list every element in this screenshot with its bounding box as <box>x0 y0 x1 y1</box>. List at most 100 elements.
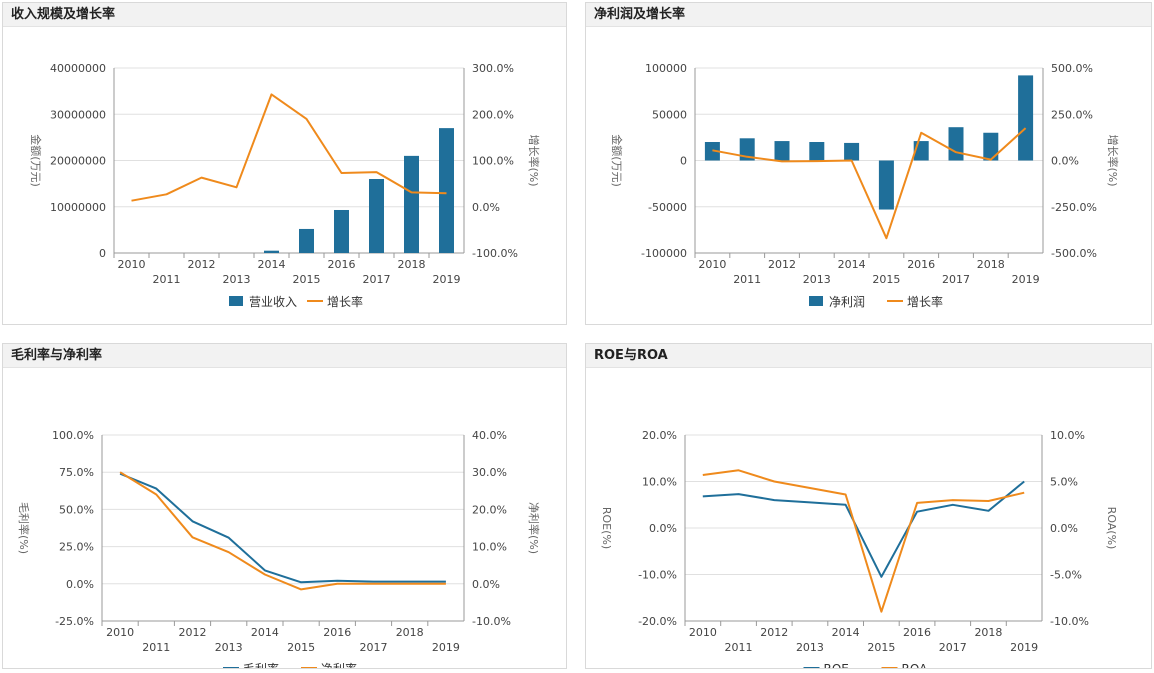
left-tick-label: 75.0% <box>59 466 94 479</box>
x-tick-label: 2012 <box>768 258 796 271</box>
left-tick-label: 50000 <box>652 108 687 121</box>
series-line <box>119 472 446 584</box>
x-tick-label: 2017 <box>360 641 388 654</box>
x-tick-label: 2011 <box>153 273 181 286</box>
x-tick-label: 2015 <box>867 641 895 654</box>
right-tick-label: -10.0% <box>472 615 511 628</box>
revenue-chart: 40000000 300.0% 30000000 200.0% 20000000 100.… <box>29 62 541 309</box>
x-tick-label: 2013 <box>803 273 831 286</box>
bar <box>404 155 419 253</box>
right-tick-label: 250.0% <box>1051 108 1093 121</box>
right-axis-title: 净利率(%) <box>527 502 541 554</box>
x-tick-label: 2011 <box>725 641 753 654</box>
left-tick-label: -25.0% <box>55 615 94 628</box>
x-tick-label: 2014 <box>251 626 279 639</box>
left-tick-label: 0 <box>680 155 687 168</box>
right-tick-label: 0.0% <box>472 578 500 591</box>
x-tick-label: 2017 <box>939 641 967 654</box>
x-tick-label: 2018 <box>977 258 1005 271</box>
bar <box>844 142 860 161</box>
right-tick-label: 0.0% <box>1050 522 1078 535</box>
bar <box>739 138 755 161</box>
right-tick-label: 200.0% <box>472 108 514 121</box>
x-tick-label: 2019 <box>1010 641 1038 654</box>
x-tick-label: 2019 <box>432 641 460 654</box>
x-tick-label: 2018 <box>396 626 424 639</box>
left-tick-label: 25.0% <box>59 541 94 554</box>
right-tick-label: -5.0% <box>1050 569 1082 582</box>
series-line <box>131 93 447 202</box>
x-tick-label: 2010 <box>689 626 717 639</box>
x-tick-label: 2014 <box>832 626 860 639</box>
legend-swatch <box>229 296 243 306</box>
left-tick-label: 20000000 <box>50 155 106 168</box>
x-tick-label: 2016 <box>328 258 356 271</box>
bar <box>299 228 314 253</box>
right-tick-label: 10.0% <box>472 541 507 554</box>
right-tick-label: -100.0% <box>472 247 518 260</box>
right-tick-label: 40.0% <box>472 429 507 442</box>
left-tick-label: 50.0% <box>59 503 94 516</box>
right-tick-label: 500.0% <box>1051 62 1093 75</box>
x-tick-label: 2015 <box>293 273 321 286</box>
revenue-panel: 收入规模及增长率 40000000 300.0% 30000000 200.0% 200… <box>2 2 567 325</box>
bar <box>983 132 999 161</box>
right-tick-label: 20.0% <box>472 503 507 516</box>
margin-chart: 100.0% 40.0% 75.0% 30.0% 50.0% 20.0% 25.0% 10.0… <box>17 429 541 673</box>
left-tick-label: 0.0% <box>649 522 677 535</box>
revenue-panel-title: 收入规模及增长率 <box>3 3 566 27</box>
right-tick-label: 10.0% <box>1050 429 1085 442</box>
left-tick-label: -100000 <box>641 247 687 260</box>
right-tick-label: 30.0% <box>472 466 507 479</box>
x-tick-label: 2016 <box>323 626 351 639</box>
series-line <box>712 127 1027 240</box>
x-tick-label: 2018 <box>398 258 426 271</box>
right-axis-title: 增长率(%) <box>1106 134 1120 186</box>
roe-chart: 20.0% 10.0% 10.0% 5.0% 0.0% 0.0% -10.0% -5.0% -2… <box>600 429 1118 673</box>
legend-label: 毛利率 <box>243 661 279 668</box>
profit-chart: 100000 500.0% 50000 250.0% 0 0.0% -50000 -250.0… <box>610 62 1120 309</box>
x-tick-label: 2011 <box>142 641 170 654</box>
left-tick-label: -10.0% <box>638 569 677 582</box>
legend-label: ROE <box>824 662 849 668</box>
x-tick-label: 2016 <box>903 626 931 639</box>
legend-label: 增长率 <box>327 294 363 309</box>
legend-label: 净利润 <box>829 295 865 309</box>
right-tick-label: -10.0% <box>1050 615 1089 628</box>
x-tick-label: 2015 <box>872 273 900 286</box>
x-tick-label: 2014 <box>258 258 286 271</box>
left-tick-label: 0.0% <box>66 578 94 591</box>
x-tick-label: 2012 <box>188 258 216 271</box>
x-tick-label: 2015 <box>287 641 315 654</box>
x-tick-label: 2013 <box>215 641 243 654</box>
x-tick-label: 2014 <box>838 258 866 271</box>
left-tick-label: 10.0% <box>642 476 677 489</box>
x-tick-label: 2013 <box>796 641 824 654</box>
roe-panel-title: ROE与ROA <box>586 344 1151 368</box>
legend-swatch <box>809 296 823 306</box>
left-tick-label: 100.0% <box>52 429 94 442</box>
right-tick-label: -500.0% <box>1051 247 1097 260</box>
bar <box>774 141 790 161</box>
left-axis-title: 金额(万元) <box>610 134 624 187</box>
right-tick-label: 100.0% <box>472 155 514 168</box>
margin-panel-title: 毛利率与净利率 <box>3 344 566 368</box>
right-tick-label: 0.0% <box>1051 155 1079 168</box>
profit-panel-title: 净利润及增长率 <box>586 3 1151 27</box>
right-axis-title: 增长率(%) <box>527 134 541 186</box>
x-tick-label: 2012 <box>179 626 207 639</box>
x-tick-label: 2011 <box>733 273 761 286</box>
series-line <box>119 471 446 591</box>
legend-label: 营业收入 <box>249 295 297 309</box>
x-tick-label: 2010 <box>106 626 134 639</box>
left-tick-label: 100000 <box>645 62 687 75</box>
legend-label: 净利率 <box>321 661 357 668</box>
left-axis-title: ROE(%) <box>600 507 613 549</box>
right-tick-label: -250.0% <box>1051 201 1097 214</box>
bar <box>1018 75 1034 161</box>
left-tick-label: -20.0% <box>638 615 677 628</box>
left-axis-title: 毛利率(%) <box>17 502 31 554</box>
x-tick-label: 2019 <box>433 273 461 286</box>
x-tick-label: 2016 <box>907 258 935 271</box>
right-tick-label: 0.0% <box>472 201 500 214</box>
